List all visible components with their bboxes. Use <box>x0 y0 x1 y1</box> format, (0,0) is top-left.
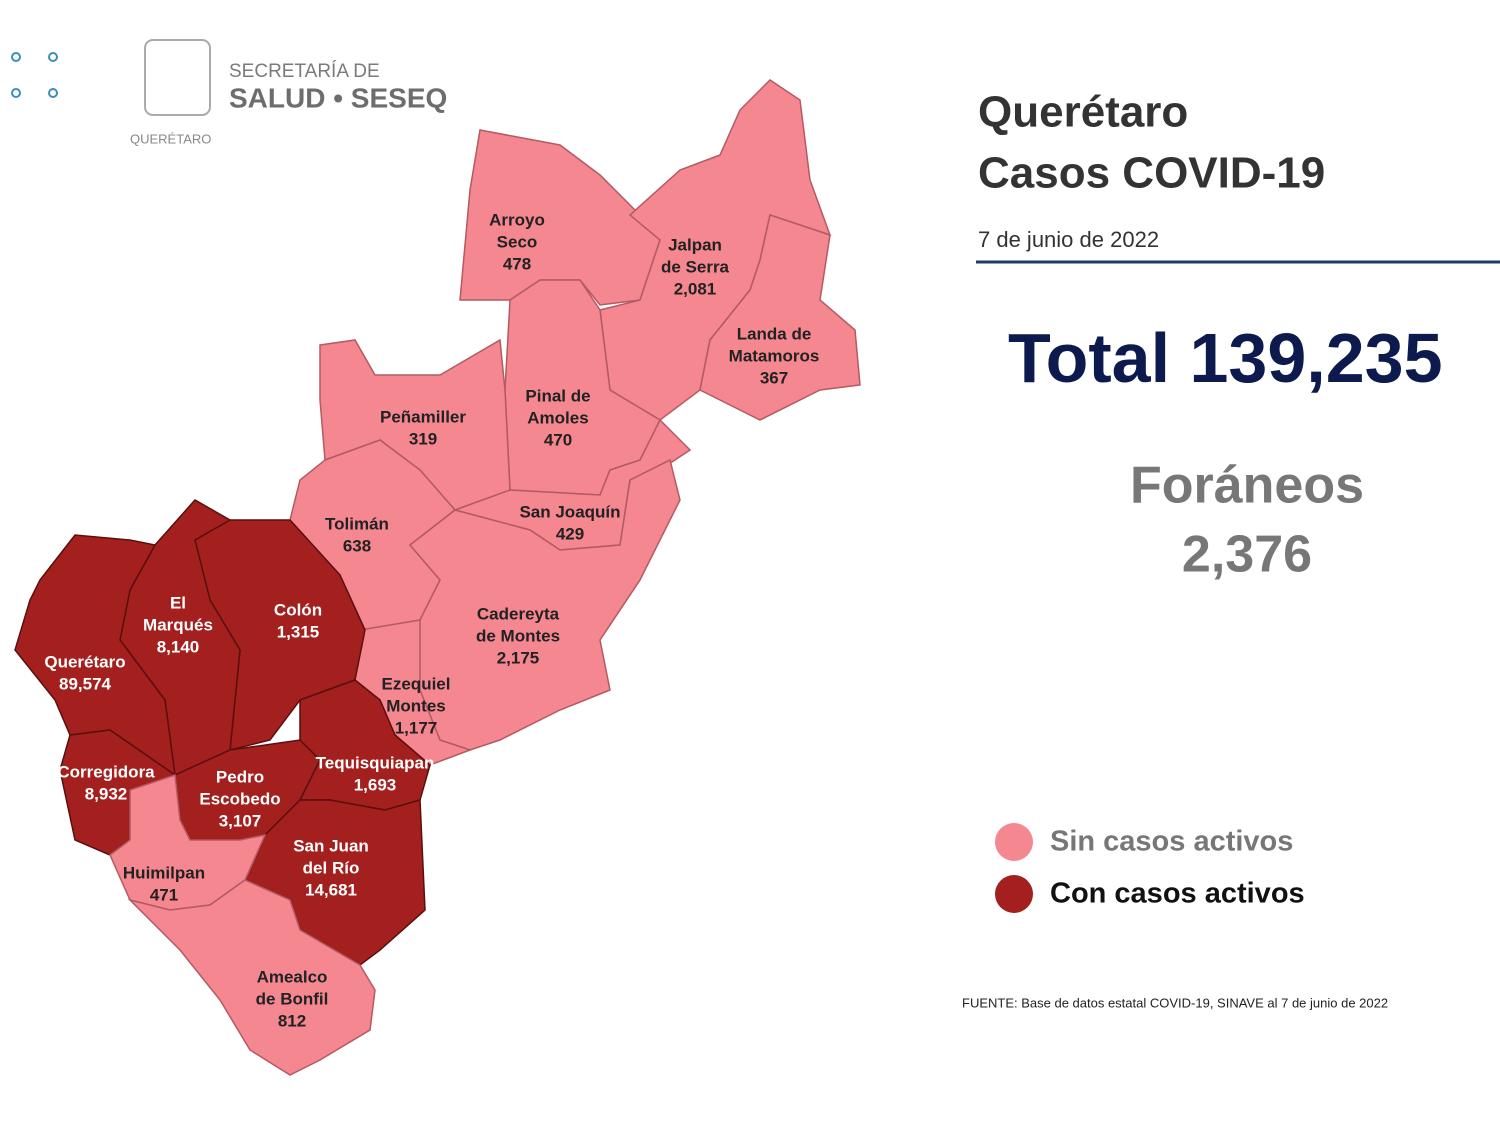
municipality-cases: 638 <box>343 536 371 555</box>
total-label: Total <box>1008 319 1170 397</box>
total-value: 139,235 <box>1189 319 1442 397</box>
municipality-name: Arroyo <box>489 210 545 229</box>
municipality-name: de Serra <box>661 257 730 276</box>
municipality-name: de Montes <box>476 626 560 645</box>
municipality: San Juan del Río 14,681 <box>244 799 426 966</box>
municipality-name: El <box>170 593 186 612</box>
municipality-name: Tolimán <box>325 514 389 533</box>
title: Casos COVID-19 <box>978 149 1325 198</box>
source: FUENTE: Base de datos estatal COVID-19, … <box>962 995 1388 1010</box>
municipality-cases: 8,932 <box>85 784 128 803</box>
municipality-name: Peñamiller <box>380 407 466 426</box>
municipality-region <box>127 879 376 1076</box>
municipality-region <box>14 534 176 777</box>
municipality: Landa de Matamoros 367 <box>699 214 861 421</box>
municipality-cases: 812 <box>278 1011 306 1030</box>
municipality-name: Matamoros <box>729 346 820 365</box>
municipality-region <box>459 129 661 306</box>
municipality-name: Corregidora <box>57 762 155 781</box>
municipality-name: Amealco <box>257 967 328 986</box>
municipality-cases: 89,574 <box>59 674 112 693</box>
municipality-cases: 1,315 <box>277 622 320 641</box>
municipality: Tolimán 638 <box>289 439 457 631</box>
municipality-cases: 367 <box>760 368 788 387</box>
municipality-cases: 470 <box>544 430 572 449</box>
date: 7 de junio de 2022 <box>978 227 1159 252</box>
municipality-name: Landa de <box>737 324 812 343</box>
municipality: Cadereyta de Montes 2,175 <box>373 458 681 751</box>
legend-swatch <box>995 823 1033 861</box>
municipality-name: de Bonfil <box>256 989 329 1008</box>
municipality-name: Colón <box>274 600 322 619</box>
municipality: Querétaro 89,574 <box>14 534 176 777</box>
municipality-cases: 429 <box>556 524 584 543</box>
municipality: Arroyo Seco 478 <box>459 129 661 306</box>
municipality-cases: 1,177 <box>395 718 438 737</box>
municipality: Corregidora 8,932 <box>57 729 177 856</box>
municipality: Huimilpan 471 <box>109 773 267 911</box>
municipality-name: del Río <box>303 858 360 877</box>
municipality-name: Huimilpan <box>123 863 205 882</box>
logo-dots <box>11 52 58 98</box>
municipality-cases: 319 <box>409 429 437 448</box>
municipality-name: Marqués <box>143 615 213 634</box>
legend-label: Con casos activos <box>1050 878 1305 910</box>
municipality-name: Escobedo <box>199 789 280 808</box>
total: Total 139,235 <box>1008 319 1443 397</box>
municipality: Amealco de Bonfil 812 <box>127 879 376 1076</box>
municipality-cases: 471 <box>150 885 178 904</box>
municipality-cases: 3,107 <box>219 811 262 830</box>
logo-state: QUERÉTARO <box>130 131 211 146</box>
municipality: Pedro Escobedo 3,107 <box>174 739 321 841</box>
municipality-name: Pedro <box>216 767 264 786</box>
foraneos-label: Foráneos <box>1130 457 1364 515</box>
municipality-cases: 478 <box>503 254 531 273</box>
municipality: Pinal de Amoles 470 <box>504 279 661 496</box>
logo-emblem <box>144 39 211 116</box>
municipality-name: Jalpan <box>668 235 722 254</box>
municipality-cases: 14,681 <box>305 880 357 899</box>
municipality-name: Ezequiel <box>382 674 451 693</box>
legend: Sin casos activos Con casos activos <box>995 823 1305 913</box>
municipality: Ezequiel Montes 1,177 <box>354 619 473 766</box>
municipality-name: Montes <box>386 696 446 715</box>
municipality-name: San Joaquín <box>519 502 620 521</box>
title: Querétaro <box>978 88 1188 137</box>
municipality-name: Tequisquiapan <box>316 753 435 772</box>
municipality: Tequisquiapan 1,693 <box>298 679 435 811</box>
legend-label: Sin casos activos <box>1050 826 1293 858</box>
logo-line1: SECRETARÍA DE <box>229 61 380 82</box>
municipality-cases: 8,140 <box>157 637 200 656</box>
municipality-cases: 2,175 <box>497 648 540 667</box>
municipality-name: San Juan <box>293 836 369 855</box>
municipality-name: Pinal de <box>525 386 590 405</box>
municipality-name: Seco <box>497 232 538 251</box>
legend-swatch <box>995 875 1033 913</box>
logo-line2: SALUD • SESEQ <box>229 82 447 113</box>
municipality-region <box>699 214 861 421</box>
municipality-name: Amoles <box>527 408 588 427</box>
municipality: El Marqués 8,140 <box>119 499 241 777</box>
municipality-name: Querétaro <box>44 652 125 671</box>
municipality-cases: 1,693 <box>354 775 397 794</box>
municipality-name: Cadereyta <box>477 604 560 623</box>
foraneos-value: 2,376 <box>1182 526 1312 584</box>
municipality-cases: 2,081 <box>674 279 717 298</box>
